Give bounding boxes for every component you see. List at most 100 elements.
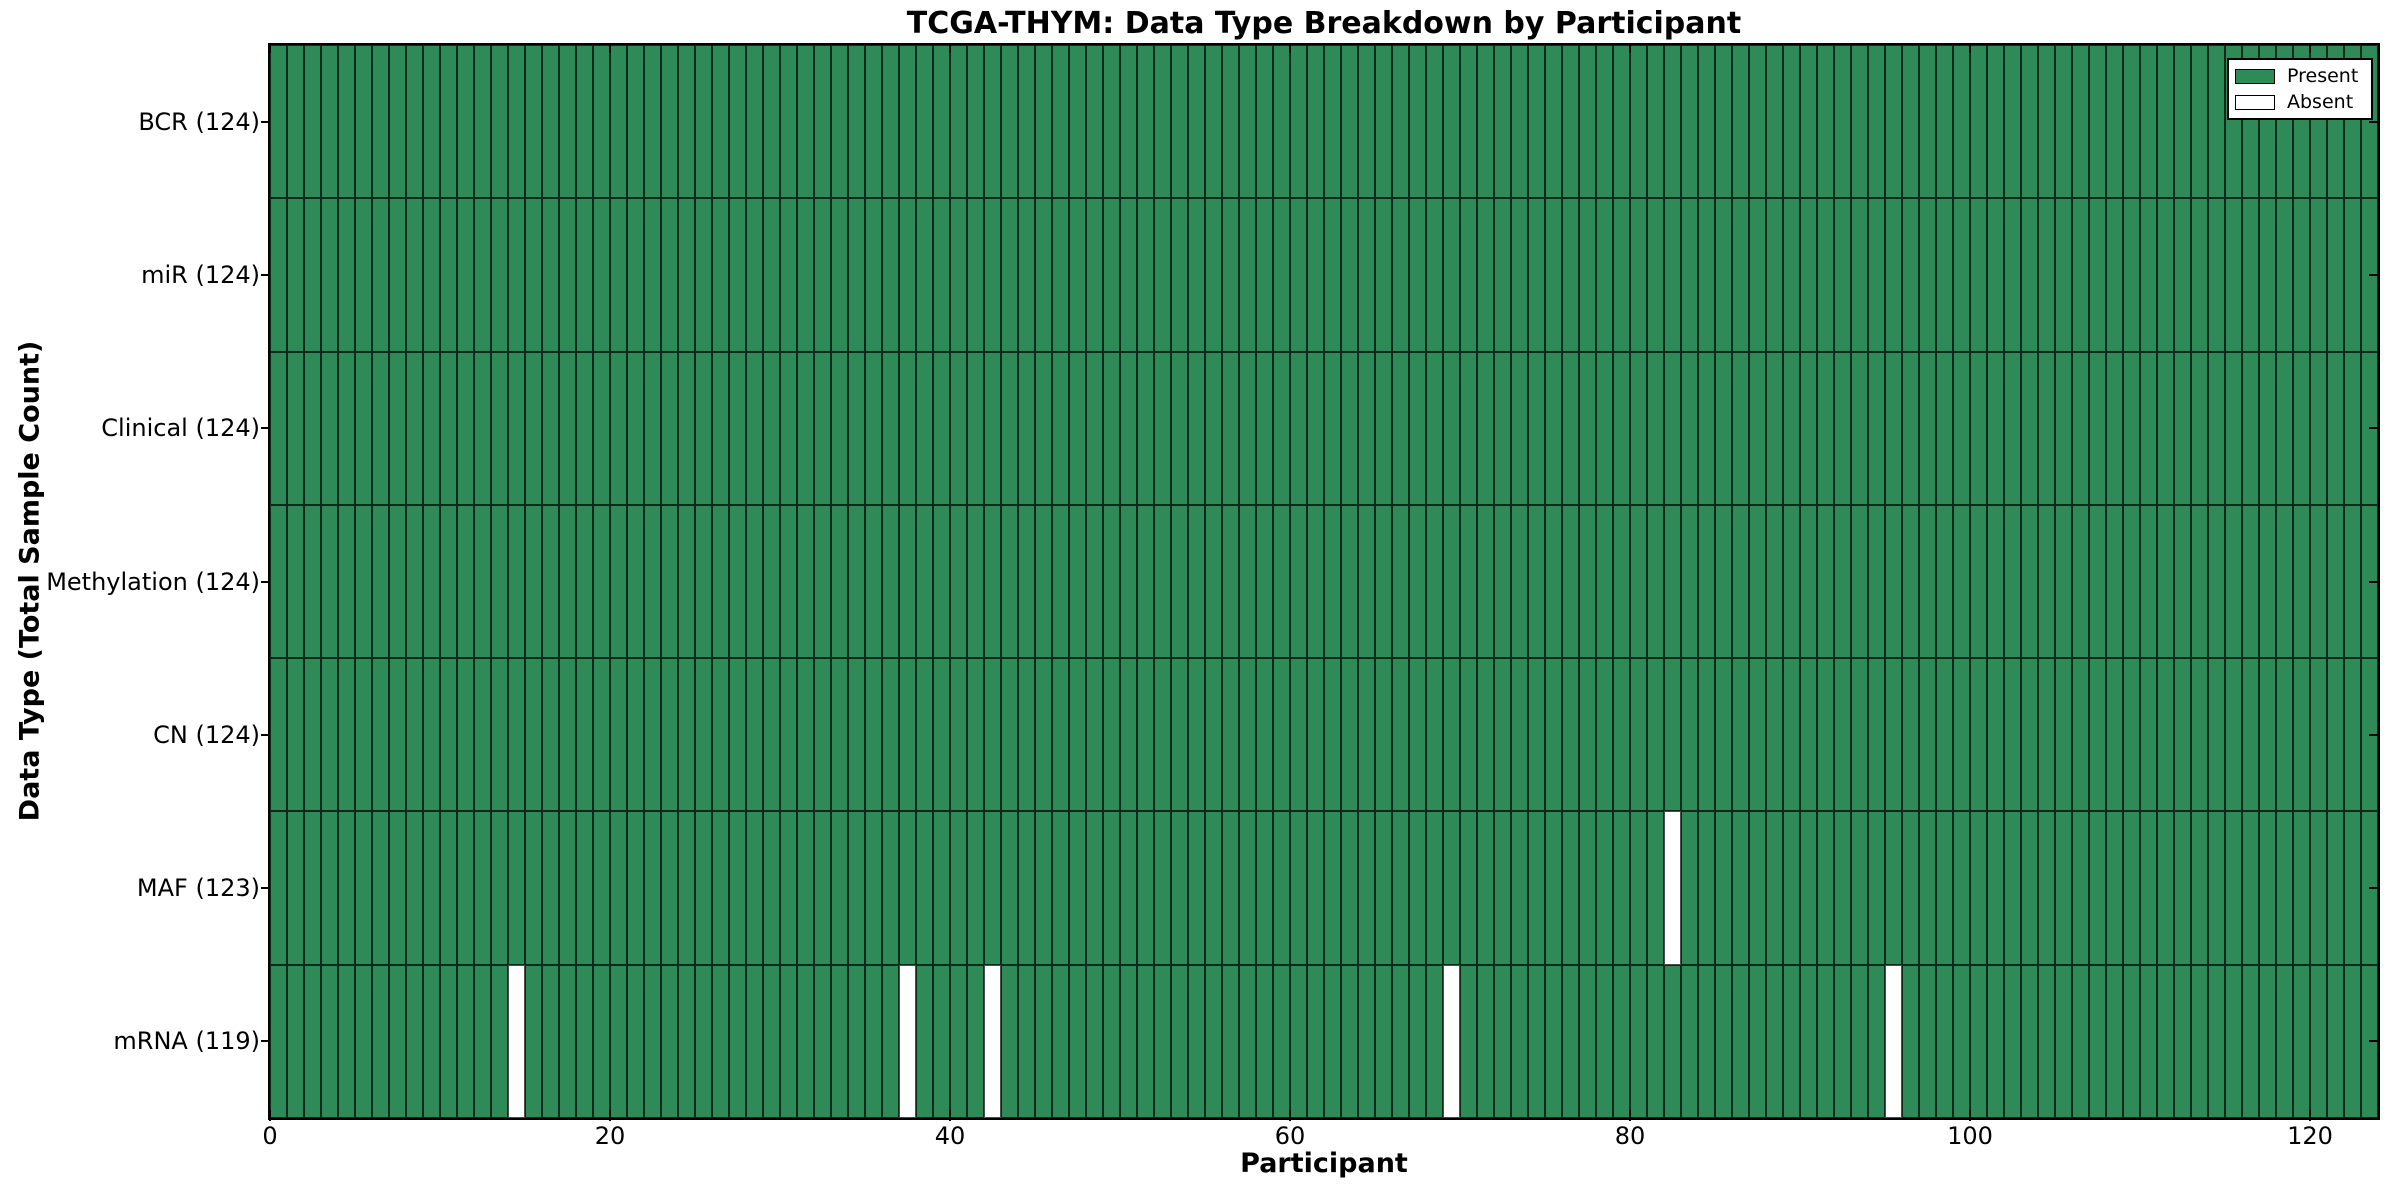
present-cell: [763, 811, 780, 965]
present-cell: [1749, 351, 1766, 505]
present-cell: [2021, 198, 2038, 352]
present-cell: [1698, 658, 1715, 812]
present-cell: [1460, 658, 1477, 812]
present-cell: [1613, 198, 1630, 352]
present-cell: [2055, 45, 2072, 199]
present-cell: [1987, 504, 2004, 659]
present-cell: [1018, 811, 1035, 965]
y-tick-mark: [2369, 887, 2378, 890]
present-cell: [984, 198, 1001, 352]
present-cell: [1205, 351, 1222, 505]
present-cell: [1103, 198, 1120, 352]
present-cell: [848, 198, 865, 352]
present-cell: [1477, 45, 1494, 199]
present-cell: [1137, 351, 1154, 505]
present-cell: [457, 504, 474, 659]
present-cell: [1732, 198, 1749, 352]
present-cell: [1545, 351, 1562, 505]
present-cell: [1052, 964, 1069, 1118]
present-cell: [491, 964, 508, 1118]
present-cell: [865, 658, 882, 812]
present-cell: [2004, 45, 2021, 199]
present-cell: [1069, 45, 1086, 199]
present-cell: [2123, 811, 2140, 965]
present-cell: [1103, 504, 1120, 659]
present-cell: [1919, 811, 1936, 965]
present-cell: [1970, 658, 1987, 812]
present-cell: [763, 198, 780, 352]
present-cell: [933, 504, 950, 659]
present-cell: [474, 964, 491, 1118]
present-cell: [321, 658, 338, 812]
present-cell: [355, 811, 372, 965]
present-cell: [1477, 811, 1494, 965]
present-cell: [2327, 198, 2344, 352]
present-cell: [1868, 45, 1885, 199]
present-cell: [1358, 198, 1375, 352]
present-cell: [1494, 811, 1511, 965]
present-cell: [1290, 504, 1307, 659]
present-cell: [2157, 964, 2174, 1118]
present-cell: [1443, 198, 1460, 352]
present-cell: [2276, 658, 2293, 812]
x-tick-mark: [609, 1110, 611, 1121]
present-cell: [1460, 45, 1477, 199]
present-cell: [2276, 811, 2293, 965]
present-cell: [1392, 964, 1409, 1118]
present-cell: [1256, 811, 1273, 965]
present-cell: [304, 198, 321, 352]
present-cell: [1290, 198, 1307, 352]
present-cell: [389, 964, 406, 1118]
present-cell: [729, 198, 746, 352]
present-cell: [338, 964, 355, 1118]
present-cell: [678, 964, 695, 1118]
present-cell: [1630, 504, 1647, 659]
present-cell: [1800, 45, 1817, 199]
present-cell: [1086, 811, 1103, 965]
present-cell: [780, 351, 797, 505]
present-cell: [2327, 351, 2344, 505]
present-cell: [1086, 658, 1103, 812]
present-cell: [1494, 658, 1511, 812]
present-cell: [1868, 964, 1885, 1118]
present-cell: [1647, 504, 1664, 659]
present-cell: [746, 504, 763, 659]
present-cell: [1103, 45, 1120, 199]
present-cell: [1375, 351, 1392, 505]
absent-cell: [899, 964, 916, 1118]
y-tick-mark: [2369, 120, 2378, 123]
present-cell: [508, 198, 525, 352]
present-cell: [1018, 198, 1035, 352]
present-cell: [372, 351, 389, 505]
present-cell: [1324, 811, 1341, 965]
present-cell: [1766, 351, 1783, 505]
y-tick-label: mRNA (119): [113, 1027, 260, 1056]
present-cell: [729, 45, 746, 199]
present-cell: [1171, 351, 1188, 505]
present-cell: [440, 351, 457, 505]
present-cell: [1494, 45, 1511, 199]
present-cell: [321, 811, 338, 965]
present-cell: [372, 658, 389, 812]
present-cell: [576, 504, 593, 659]
present-cell: [712, 658, 729, 812]
present-cell: [1171, 198, 1188, 352]
present-cell: [1307, 658, 1324, 812]
present-cell: [423, 198, 440, 352]
present-cell: [661, 351, 678, 505]
present-cell: [1120, 198, 1137, 352]
present-cell: [780, 198, 797, 352]
present-cell: [848, 811, 865, 965]
present-cell: [1868, 351, 1885, 505]
present-cell: [1188, 198, 1205, 352]
present-cell: [321, 964, 338, 1118]
present-cell: [491, 351, 508, 505]
plot-area: [268, 43, 2380, 1120]
present-cell: [1817, 45, 1834, 199]
present-cell: [1766, 811, 1783, 965]
present-cell: [1698, 198, 1715, 352]
present-cell: [338, 45, 355, 199]
present-cell: [1443, 45, 1460, 199]
present-cell: [1120, 964, 1137, 1118]
present-cell: [2106, 504, 2123, 659]
